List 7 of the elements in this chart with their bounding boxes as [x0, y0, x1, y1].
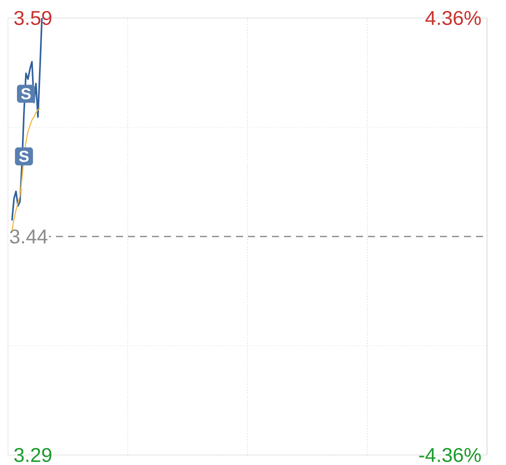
annotation: S: [21, 88, 31, 100]
y-tick-label: 3.29: [14, 448, 52, 462]
annotation: S: [19, 150, 29, 162]
y-tick-label: 3.59: [14, 10, 52, 26]
y2-tick-label: -4.36%: [419, 448, 481, 462]
ref-line-label: 3.44: [10, 229, 48, 244]
y2-tick-label: 4.36%: [425, 10, 481, 26]
